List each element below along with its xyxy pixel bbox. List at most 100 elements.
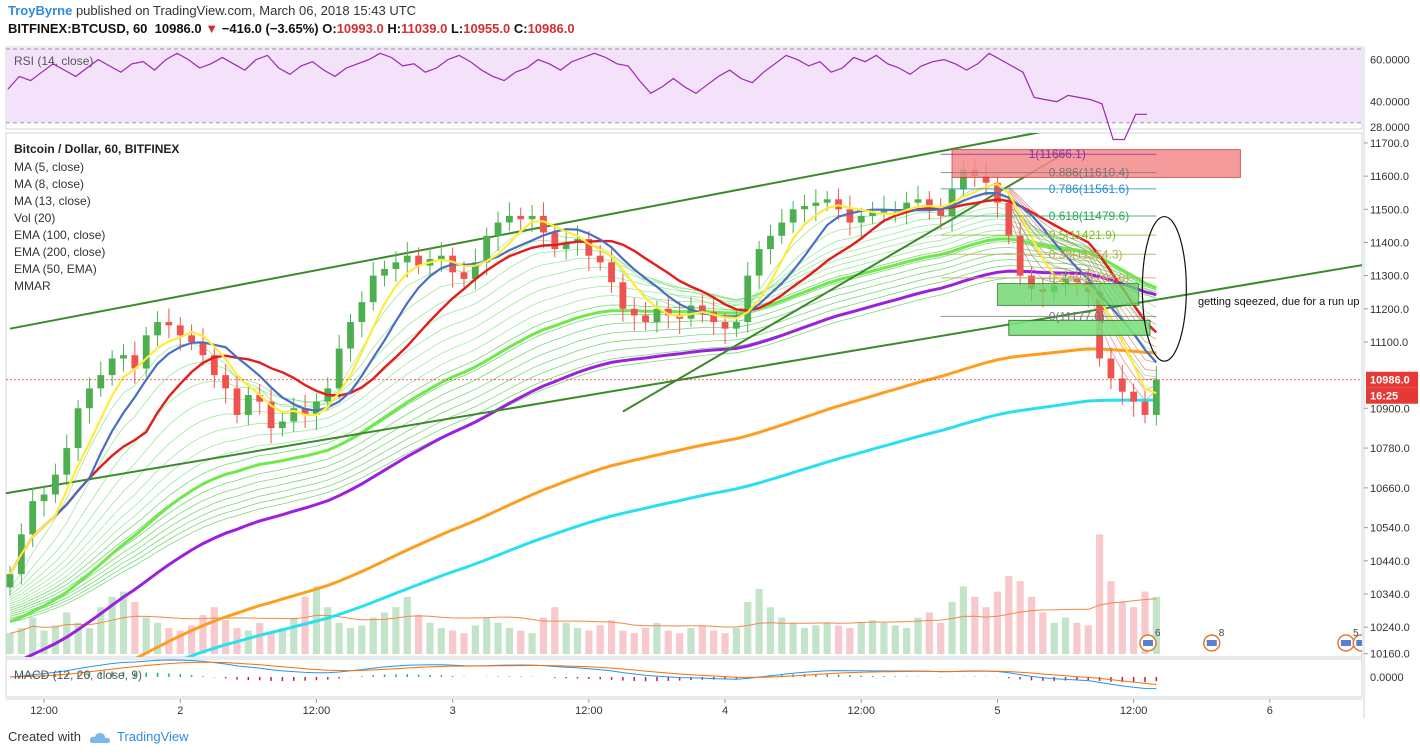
time-tick-label: 3: [450, 705, 456, 717]
price-tick-label: 11400.0: [1370, 237, 1409, 249]
volume-bar: [97, 607, 105, 654]
volume-bar: [630, 633, 638, 654]
volume-bar: [573, 628, 582, 654]
candle-body: [108, 358, 116, 376]
candle-body: [471, 262, 479, 279]
candle-body: [619, 282, 627, 309]
volume-bar: [210, 607, 218, 654]
fib-level-label: 0(11177.0): [1049, 309, 1105, 323]
price-tick-label: 11700.0: [1370, 138, 1409, 150]
volume-bar: [358, 625, 366, 654]
indicator-legend-item: EMA (50, EMA): [14, 262, 97, 276]
volume-bar: [40, 630, 48, 654]
volume-bar: [278, 628, 286, 654]
volume-bar: [460, 633, 468, 654]
volume-bar: [1061, 617, 1070, 654]
volume-bar: [846, 628, 854, 654]
candle-body: [1016, 235, 1024, 276]
price-tick-label: 10540.0: [1370, 523, 1410, 535]
candle-body: [381, 268, 388, 276]
candle-body: [517, 215, 525, 220]
volume-bar: [346, 628, 355, 654]
candle-body: [1028, 275, 1035, 289]
volume-bar: [914, 617, 922, 654]
candle-body: [279, 421, 286, 429]
time-tick-label: 4: [722, 705, 728, 717]
volume-bar: [1096, 534, 1104, 654]
volume-bar: [17, 628, 25, 654]
volume-bar: [755, 589, 763, 654]
mmar-line: [9, 200, 1157, 596]
candle-body: [483, 235, 491, 263]
candle-body: [846, 209, 854, 223]
candle-body: [1005, 202, 1013, 236]
candle-body: [460, 272, 468, 279]
volume-bar: [1005, 576, 1013, 654]
time-tick-label: 12:00: [575, 705, 603, 717]
published-line: TroyByrne published on TradingView.com, …: [8, 3, 416, 18]
volume-bar: [1027, 596, 1036, 654]
candle-body: [437, 255, 445, 260]
candle-body: [1118, 378, 1126, 392]
candle-body: [63, 448, 71, 475]
volume-bar: [869, 620, 877, 654]
mmar-line: [9, 259, 1157, 617]
candle-body: [199, 341, 207, 356]
volume-bar: [812, 625, 820, 654]
candle-body: [960, 169, 967, 190]
volume-bar: [539, 617, 548, 654]
mmar-fan-line: [1008, 195, 1157, 364]
mmar-fan-line: [1008, 206, 1157, 391]
volume-bar: [392, 607, 400, 654]
volume-bar: [131, 602, 139, 654]
event-count: 5: [1353, 628, 1359, 639]
candle-body: [244, 395, 252, 415]
fib-level-label: 1(11666.1): [1029, 147, 1086, 161]
indicator-legend-item: MMAR: [14, 279, 51, 293]
candle-body: [823, 199, 831, 203]
volume-bar: [744, 602, 752, 654]
countdown-badge: [1366, 387, 1418, 404]
time-tick-label: 12:00: [30, 705, 58, 717]
fib-level-label: 0.786(11561.6): [1049, 182, 1130, 196]
author-name[interactable]: TroyByrne: [8, 3, 73, 18]
demand-zone-box: [996, 283, 1140, 306]
symbol: BITFINEX:BTCUSD, 60: [8, 21, 148, 36]
candle-body: [267, 401, 275, 429]
event-flag-icon: [1206, 640, 1217, 646]
volume-bar: [551, 607, 559, 654]
candle-body: [664, 308, 672, 316]
volume-bar: [471, 625, 479, 654]
candle-body: [903, 202, 911, 210]
time-tick-label: 2: [177, 705, 183, 717]
volume-bar: [698, 625, 706, 654]
ema-50-line: [23, 269, 1157, 657]
candle-body: [982, 176, 990, 183]
rsi-tick-label: 60.0000: [1370, 55, 1410, 67]
volume-bar: [1107, 581, 1115, 654]
price-tick-label: 11300.0: [1370, 271, 1409, 283]
volume-bar: [642, 628, 650, 654]
tradingview-link[interactable]: TradingView: [116, 729, 189, 744]
price-tick-label: 11200.0: [1370, 304, 1409, 316]
countdown-label: 16:25: [1370, 391, 1398, 403]
time-tick-label: 5: [994, 705, 1000, 717]
indicator-legend-item: MA (13, close): [14, 194, 91, 208]
annotation-note: getting sqeezed, due for a run up: [1198, 296, 1359, 308]
candle-body: [313, 401, 320, 415]
candle-body: [301, 408, 309, 415]
volume-bar: [188, 625, 196, 654]
volume-bar: [1016, 581, 1024, 654]
change: −416.0 (−3.65%): [221, 21, 319, 36]
open-value: 10993.0: [336, 21, 384, 36]
mmar-line: [9, 218, 1157, 603]
candle-body: [925, 199, 933, 210]
volume-bar: [290, 617, 298, 654]
volume-bar: [415, 615, 423, 654]
candle-body: [767, 235, 774, 250]
volume-bar: [585, 630, 593, 654]
candle-body: [142, 335, 150, 369]
volume-bar: [1050, 622, 1058, 654]
mmar-line: [9, 206, 1157, 598]
